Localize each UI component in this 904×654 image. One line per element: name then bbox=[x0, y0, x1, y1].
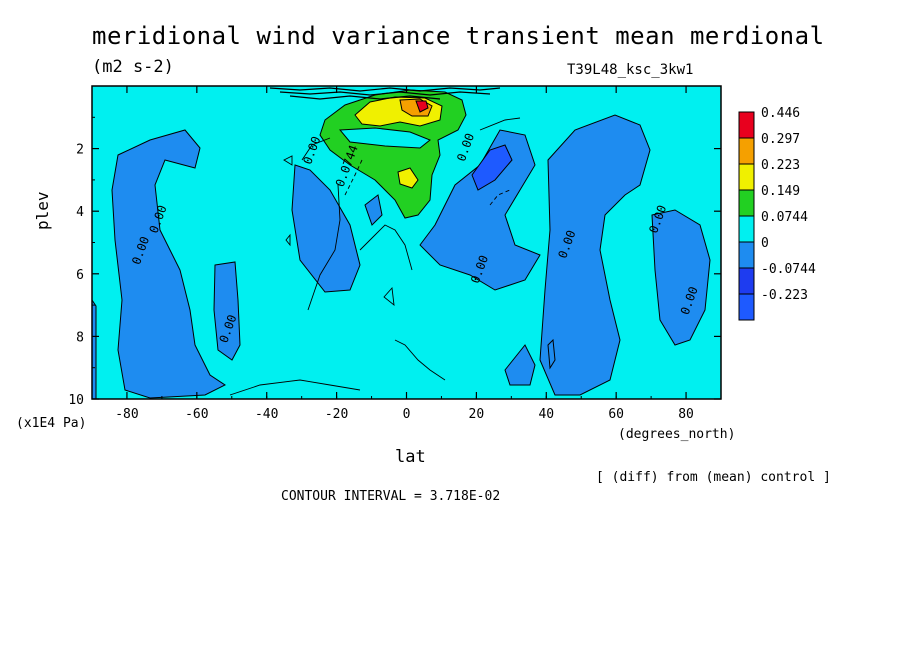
thin-contours bbox=[229, 117, 521, 396]
colorbar: 0.446 0.297 0.223 0.149 0.0744 0 -0.0744 -0.223 bbox=[738, 106, 816, 321]
colorbar-label: 0.223 bbox=[761, 158, 800, 173]
y-tick-label: 10 bbox=[68, 393, 84, 408]
x-tick-label: -80 bbox=[115, 407, 138, 422]
colorbar-label: -0.0744 bbox=[761, 262, 816, 277]
colorbar-label: -0.223 bbox=[761, 288, 808, 303]
colorbar-label: 0.149 bbox=[761, 184, 800, 199]
positive-regions bbox=[319, 89, 467, 219]
chart-units: (m2 s-2) bbox=[92, 57, 174, 77]
colorbar-label: 0.297 bbox=[761, 132, 800, 147]
region-neg-sh-tropics bbox=[291, 164, 361, 293]
y-axis-unit: (x1E4 Pa) bbox=[16, 416, 87, 431]
x-tick-label: -60 bbox=[185, 407, 208, 422]
region-neg-nh-high bbox=[651, 209, 711, 346]
contour-interval: CONTOUR INTERVAL = 3.718E-02 bbox=[281, 489, 501, 504]
region-neg-strong bbox=[471, 144, 513, 191]
colorbar-label: 0 bbox=[761, 236, 769, 251]
colorbar-label: 0.446 bbox=[761, 106, 800, 121]
colorbar-swatch bbox=[738, 189, 755, 217]
region-pos-red bbox=[415, 100, 429, 113]
run-name: T39L48_ksc_3kw1 bbox=[567, 62, 694, 78]
x-axis-label: lat bbox=[395, 447, 426, 467]
colorbar-swatch bbox=[738, 163, 755, 191]
top-dense-contours bbox=[269, 87, 501, 100]
region-neg-nh-upper bbox=[419, 129, 541, 291]
x-tick-label: 40 bbox=[538, 407, 554, 422]
colorbar-swatch bbox=[738, 293, 755, 321]
region-neg-small-right bbox=[547, 338, 556, 370]
x-tick-label: 20 bbox=[469, 407, 485, 422]
negative-regions bbox=[91, 114, 711, 400]
colorbar-swatch bbox=[738, 111, 755, 139]
region-neg-sh-column bbox=[213, 261, 241, 361]
y-tick-label: 4 bbox=[76, 205, 84, 220]
x-axis-unit: (degrees_north) bbox=[618, 427, 736, 442]
x-tick-label: 60 bbox=[608, 407, 624, 422]
diff-note: [ (diff) from (mean) control ] bbox=[596, 470, 831, 485]
strong-negative-region bbox=[471, 144, 513, 191]
region-pos-green-inner-band bbox=[338, 127, 431, 149]
region-neg-lower-right bbox=[504, 344, 536, 386]
colorbar-swatch bbox=[738, 137, 755, 165]
colorbar-swatch bbox=[738, 241, 755, 269]
region-neg-eq-small bbox=[364, 194, 383, 226]
x-tick-label: 80 bbox=[678, 407, 694, 422]
colorbar-swatch bbox=[738, 267, 755, 295]
region-neg-sh-midlat bbox=[111, 129, 226, 399]
colorbar-swatch bbox=[738, 215, 755, 243]
region-pos-yellow-lower bbox=[397, 167, 419, 189]
colorbar-label: 0.0744 bbox=[761, 210, 808, 225]
region-neg-nh-midlat bbox=[539, 114, 651, 396]
x-tick-label: -20 bbox=[325, 407, 348, 422]
x-tick-label: -40 bbox=[255, 407, 278, 422]
y-tick-label: 2 bbox=[76, 143, 84, 158]
chart-title: meridional wind variance transient mean … bbox=[92, 22, 825, 50]
x-tick-label: 0 bbox=[403, 407, 411, 422]
dashed-contour bbox=[344, 159, 363, 196]
y-tick-label: 6 bbox=[76, 268, 84, 283]
y-tick-label: 8 bbox=[76, 330, 84, 345]
axis-ticks: -80 -60 -40 -20 0 20 40 60 80 2 4 6 8 10 bbox=[68, 86, 722, 422]
